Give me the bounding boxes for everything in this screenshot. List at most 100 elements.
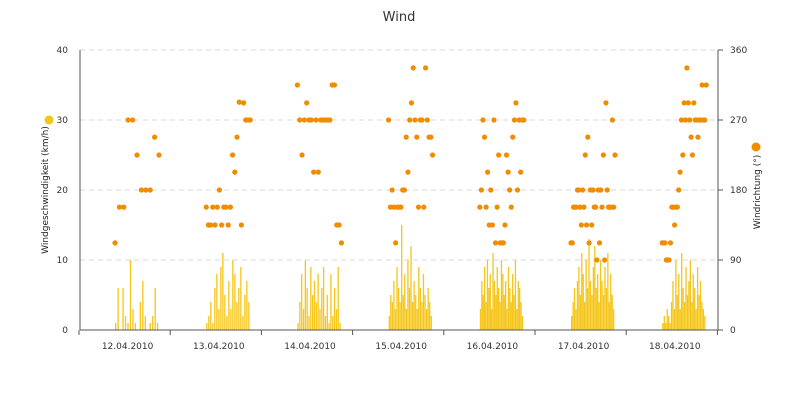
y-right-tick-label: 360 <box>730 46 747 56</box>
speed-bar <box>322 267 325 330</box>
direction-point <box>422 65 429 71</box>
y-left-tick-label: 20 <box>57 186 69 196</box>
direction-point <box>612 152 618 158</box>
speed-bar <box>576 281 579 330</box>
speed-bar <box>422 274 425 330</box>
direction-point <box>294 82 300 88</box>
direction-point <box>297 117 303 123</box>
direction-point <box>152 134 158 140</box>
speed-bar <box>154 288 156 330</box>
direction-point <box>407 117 413 123</box>
speed-bar <box>521 316 524 330</box>
x-tick-label: 15.04.2010 <box>375 342 427 352</box>
speed-bar <box>388 316 390 330</box>
speed-bar <box>319 309 321 330</box>
direction-point <box>514 187 521 193</box>
direction-point <box>502 222 508 228</box>
direction-point <box>315 169 321 175</box>
speed-bar <box>493 281 496 330</box>
direction-point <box>401 187 408 193</box>
direction-point <box>419 117 425 123</box>
speed-bar <box>498 288 500 330</box>
direction-point <box>585 134 591 140</box>
speed-bar <box>218 309 220 330</box>
right-axis-legend-marker <box>751 142 761 152</box>
speed-bar <box>491 309 493 330</box>
direction-point <box>403 134 409 140</box>
direction-point <box>688 134 694 140</box>
speed-bar <box>679 309 681 330</box>
direction-point <box>236 99 242 105</box>
direction-point <box>576 187 582 193</box>
direction-point <box>410 65 416 71</box>
direction-point <box>582 152 588 158</box>
speed-bar <box>584 302 586 330</box>
speed-bar <box>597 274 599 330</box>
speed-bar <box>582 274 584 330</box>
direction-point <box>689 152 696 158</box>
speed-bar <box>117 288 119 330</box>
speed-bar <box>415 295 417 330</box>
speed-bar <box>408 288 411 330</box>
direction-point <box>494 204 500 210</box>
direction-point <box>130 117 136 123</box>
direction-point <box>121 204 127 210</box>
speed-bar <box>418 267 420 330</box>
speed-bar <box>306 288 308 330</box>
y-right-tick-label: 180 <box>730 186 747 196</box>
direction-point <box>485 169 491 175</box>
direction-point <box>327 117 333 123</box>
direction-point <box>681 100 687 106</box>
direction-point <box>301 117 307 123</box>
speed-bar <box>410 246 412 330</box>
direction-point <box>308 117 314 123</box>
x-tick-label: 13.04.2010 <box>193 342 245 352</box>
direction-point <box>604 187 610 193</box>
speed-bar <box>308 316 310 330</box>
speed-bar <box>230 309 232 330</box>
direction-point <box>511 117 517 123</box>
direction-point <box>238 222 244 228</box>
direction-point <box>241 100 247 106</box>
direction-point <box>573 204 579 210</box>
direction-point <box>583 222 590 228</box>
speed-bar <box>602 295 605 330</box>
speed-bar <box>704 316 706 330</box>
speed-bar <box>115 323 117 330</box>
y-right-tick-label: 90 <box>730 256 742 266</box>
direction-point <box>491 117 497 123</box>
y-right-tick-label: 0 <box>730 326 736 336</box>
y-left-tick-label: 10 <box>57 256 69 266</box>
speed-bar <box>665 323 667 330</box>
direction-point <box>492 240 499 246</box>
speed-bar <box>571 316 573 330</box>
speed-bar <box>695 309 697 330</box>
speed-bar <box>429 302 431 330</box>
direction-point <box>691 100 697 106</box>
speed-bar <box>430 316 432 330</box>
speed-bar <box>238 288 240 330</box>
direction-point <box>234 134 240 140</box>
speed-bar <box>157 323 159 330</box>
speed-bar <box>321 288 323 330</box>
direction-point <box>680 152 686 158</box>
speed-bar <box>208 316 210 330</box>
direction-point <box>677 169 683 175</box>
direction-point <box>481 134 488 140</box>
speed-bar <box>486 260 489 330</box>
direction-point <box>503 152 510 158</box>
speed-bar <box>315 302 317 330</box>
speed-bar <box>206 323 208 330</box>
direction-point <box>703 82 709 88</box>
speed-bar <box>236 302 238 330</box>
direction-point <box>430 152 436 158</box>
speed-bar <box>142 281 144 330</box>
speed-bar <box>513 295 515 330</box>
direction-point <box>223 204 229 210</box>
speed-bar <box>317 274 319 330</box>
speed-bar <box>672 281 674 330</box>
direction-point <box>581 204 587 210</box>
speed-bar <box>402 295 404 330</box>
speed-bar <box>419 288 422 330</box>
